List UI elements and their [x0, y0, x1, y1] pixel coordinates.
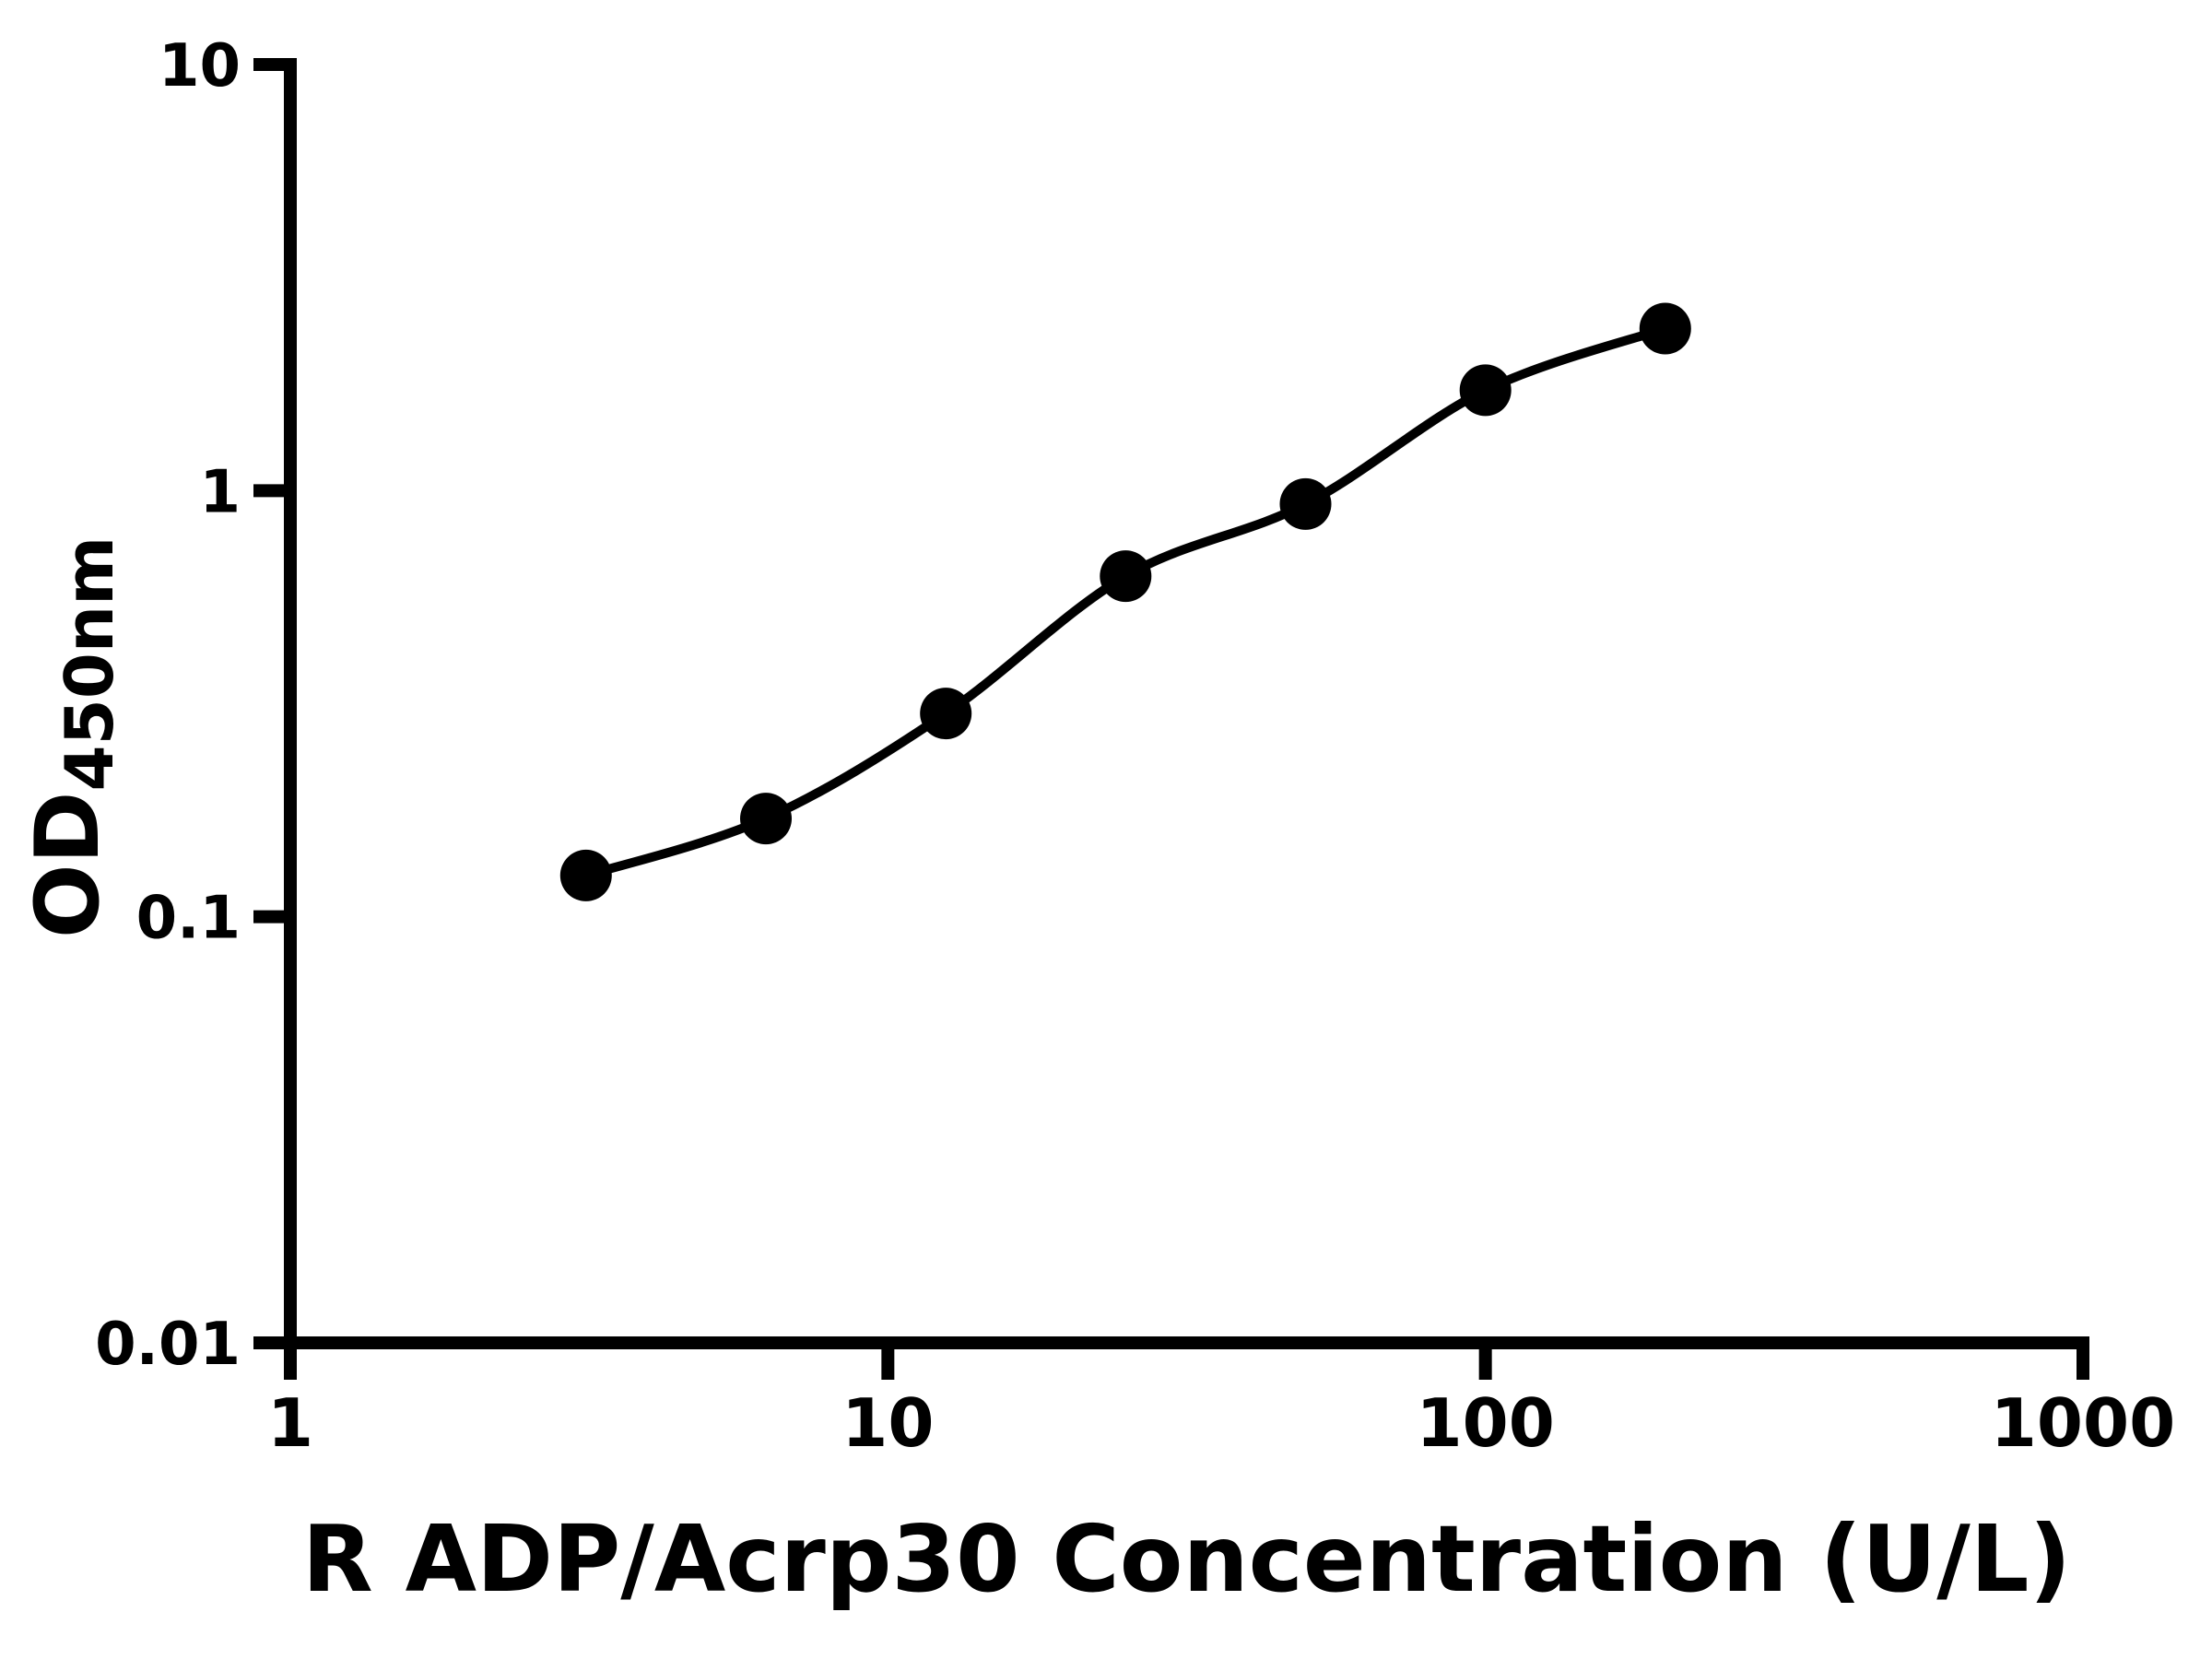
data-point-4 — [1279, 477, 1332, 530]
x-tick-label-10: 10 — [841, 1384, 934, 1462]
tick-label-layer: 10 1 0.1 0.01 1 10 100 1000 — [95, 32, 2175, 1462]
y-tick-label-1: 1 — [199, 458, 241, 526]
data-point-1 — [740, 793, 792, 845]
data-layer — [559, 302, 1691, 901]
y-axis-title-main: OD — [18, 791, 119, 939]
x-tick-label-100: 100 — [1417, 1384, 1555, 1462]
y-axis-title-subscript: 450nm — [51, 535, 128, 792]
y-tick-label-0.1: 0.1 — [136, 885, 241, 953]
x-tick-label-1000: 1000 — [1991, 1384, 2175, 1462]
x-axis-line — [253, 1336, 2089, 1380]
x-axis-title: R ADP/Acrp30 Concentration (U/L) — [301, 1505, 2072, 1613]
axes-layer — [253, 58, 2089, 1380]
data-point-3 — [1100, 550, 1152, 603]
y-axis-title: OD450nm — [18, 536, 128, 938]
y-tick-label-0.01: 0.01 — [95, 1311, 241, 1379]
data-point-5 — [1459, 364, 1512, 417]
y-axis-line — [253, 58, 297, 1380]
fit-curve — [584, 324, 1667, 880]
data-point-0 — [559, 849, 612, 901]
y-tick-label-10: 10 — [159, 32, 241, 100]
data-point-6 — [1639, 302, 1691, 355]
data-point-2 — [920, 688, 972, 740]
x-tick-label-1: 1 — [267, 1384, 313, 1462]
